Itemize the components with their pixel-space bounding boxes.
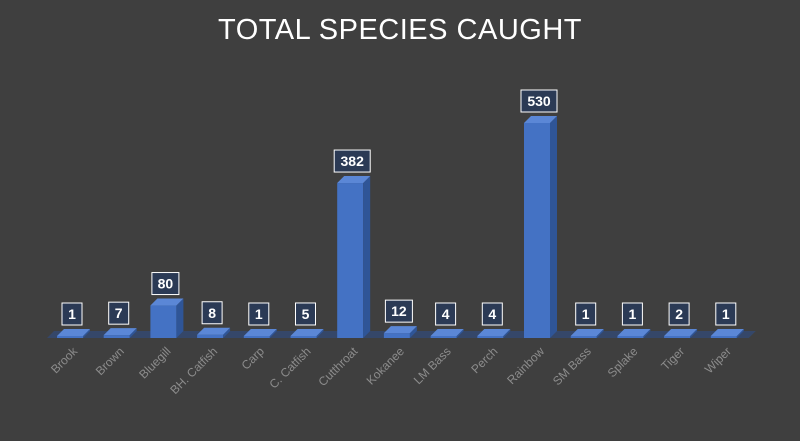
data-label: 1 xyxy=(61,302,83,326)
svg-text:1: 1 xyxy=(722,306,730,322)
data-label: 7 xyxy=(108,301,130,325)
data-label: 12 xyxy=(384,299,413,323)
x-tick-label: BH. Catfish xyxy=(167,344,220,397)
bar-brook xyxy=(57,329,90,338)
data-label: 5 xyxy=(295,302,316,326)
bar-perch xyxy=(477,329,511,338)
svg-text:12: 12 xyxy=(391,303,407,319)
x-tick-label: Bluegill xyxy=(136,344,173,381)
x-tick-label: Brown xyxy=(93,344,127,378)
bar-c-catfish xyxy=(290,328,324,338)
svg-text:382: 382 xyxy=(341,153,365,169)
svg-text:530: 530 xyxy=(527,93,551,109)
data-label: 530 xyxy=(520,89,558,113)
x-tick-label: Carp xyxy=(239,344,268,373)
x-tick-label: Tiger xyxy=(658,344,687,373)
data-label: 80 xyxy=(151,272,180,296)
x-tick-label: Wiper xyxy=(702,344,734,376)
bar-splake xyxy=(617,329,651,338)
svg-text:1: 1 xyxy=(629,306,637,322)
x-tick-label: Brook xyxy=(48,344,81,377)
bar-lm-bass xyxy=(430,329,464,338)
bar-wiper xyxy=(710,329,744,338)
svg-text:80: 80 xyxy=(158,276,174,292)
x-tick-label: Perch xyxy=(468,344,500,376)
bar-carp xyxy=(243,329,277,338)
svg-text:8: 8 xyxy=(208,305,216,321)
svg-text:4: 4 xyxy=(442,306,450,322)
svg-text:1: 1 xyxy=(68,306,76,322)
chart-title: TOTAL SPECIES CAUGHT xyxy=(218,14,582,46)
data-label: 2 xyxy=(668,302,690,326)
data-label: 1 xyxy=(715,302,737,326)
x-tick-label: SM Bass xyxy=(550,344,594,388)
bar-cutthroat xyxy=(337,176,371,338)
svg-text:1: 1 xyxy=(582,306,590,322)
x-tick-label: Cutthroat xyxy=(316,344,361,389)
x-tick-label: LM Bass xyxy=(411,344,454,387)
data-label: 8 xyxy=(201,301,223,325)
bar-bluegill xyxy=(150,298,184,338)
svg-text:5: 5 xyxy=(302,306,310,322)
bar-sm-bass xyxy=(570,329,604,338)
bar-rainbow xyxy=(524,116,557,338)
bar-kokanee xyxy=(383,326,417,338)
data-label: 1 xyxy=(621,302,643,326)
x-tick-label: Kokanee xyxy=(364,344,408,388)
x-tick-label: C. Catfish xyxy=(266,344,313,391)
svg-text:1: 1 xyxy=(255,306,263,322)
x-tick-label: Splake xyxy=(605,344,641,380)
svg-text:4: 4 xyxy=(488,306,496,322)
data-label: 4 xyxy=(435,302,457,326)
data-label: 4 xyxy=(481,302,503,326)
data-label: 1 xyxy=(248,302,270,326)
bar-brown xyxy=(103,328,137,338)
x-tick-label: Rainbow xyxy=(504,344,547,387)
bars-layer xyxy=(57,116,744,338)
data-label: 382 xyxy=(333,149,371,173)
bar-bh-catfish xyxy=(197,327,231,338)
data-label: 1 xyxy=(575,302,597,326)
svg-text:7: 7 xyxy=(115,305,123,321)
bar-tiger xyxy=(664,329,698,338)
svg-text:2: 2 xyxy=(675,306,683,322)
